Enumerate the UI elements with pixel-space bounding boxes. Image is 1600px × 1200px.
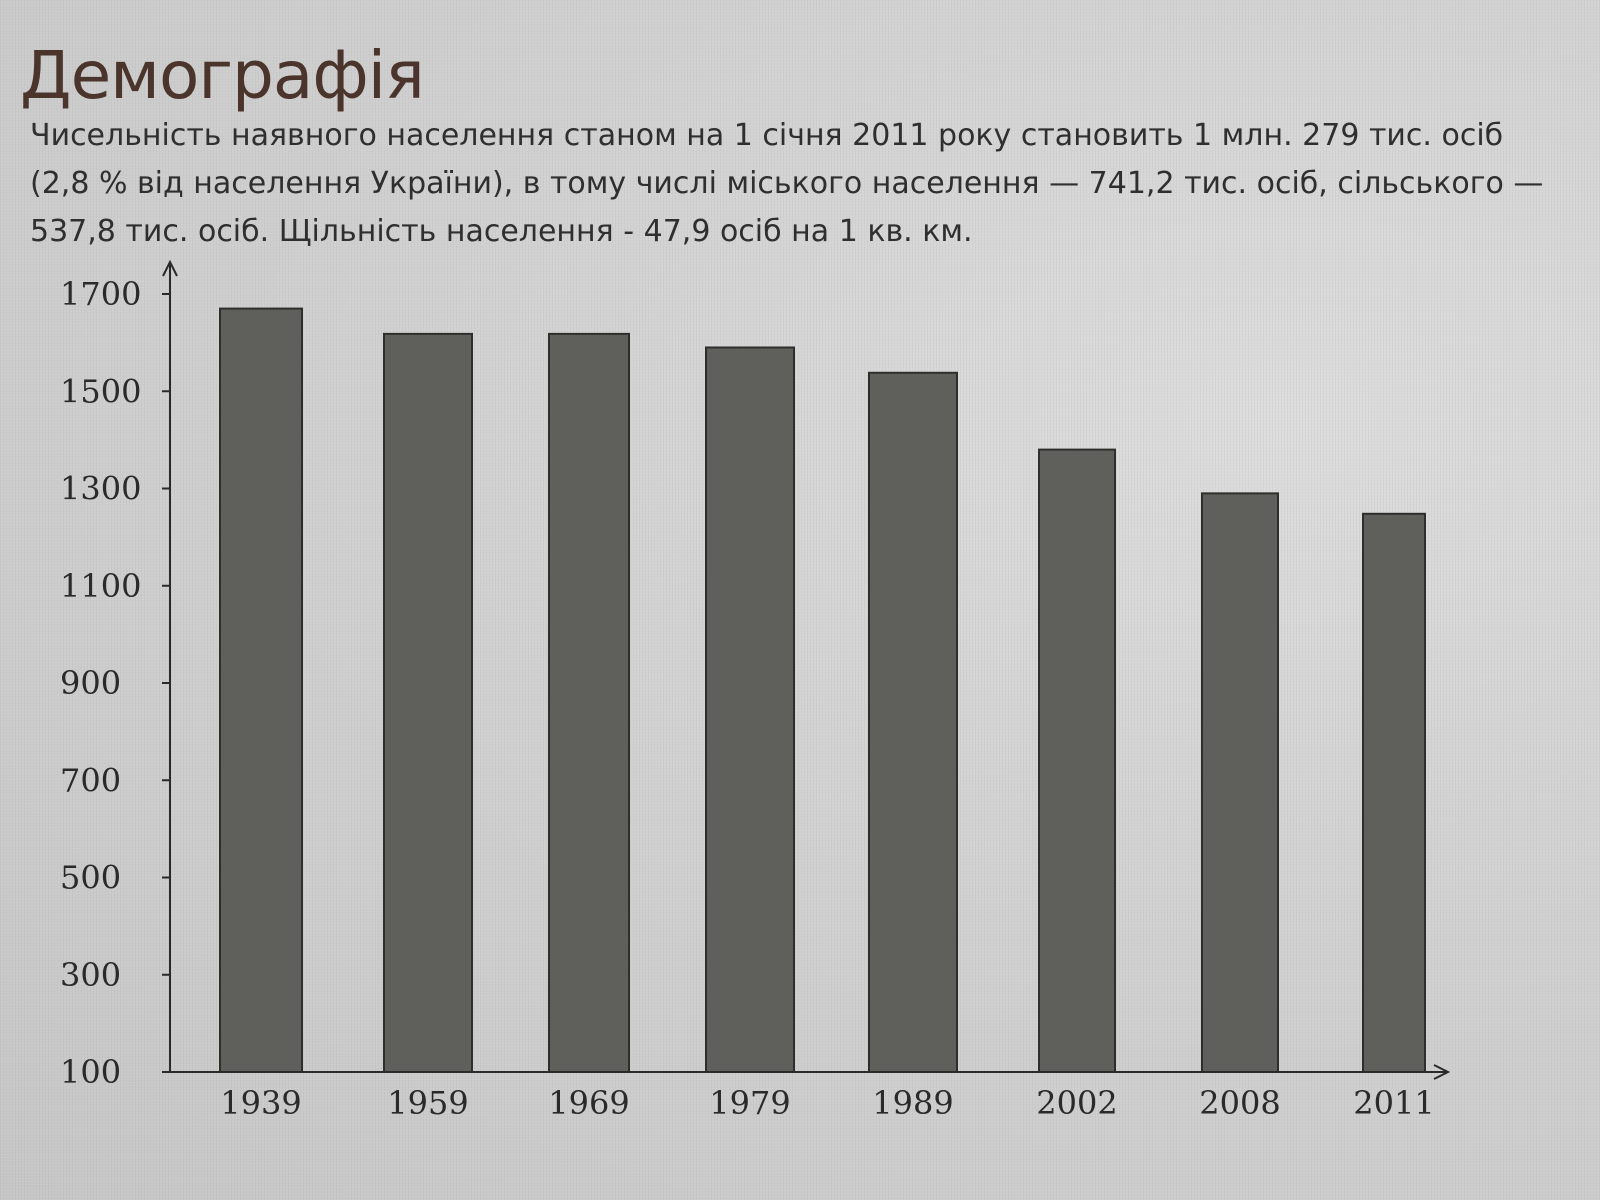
- x-tick-label-1939: 1939: [220, 1084, 301, 1122]
- y-tick-label-300: 300: [60, 956, 121, 994]
- x-tick-label-2002: 2002: [1036, 1084, 1117, 1122]
- bar-1989: [868, 371, 958, 1073]
- y-tick-label-1700: 1700: [60, 275, 141, 313]
- y-tick-label-900: 900: [60, 664, 121, 702]
- y-tick-label-1300: 1300: [60, 470, 141, 508]
- labels-layer: 100 300 500 700 900 1100 1300 1500 1700 1939 1959 1…: [60, 275, 1435, 1122]
- x-tick-label-1979: 1979: [709, 1084, 790, 1122]
- y-tick-label-100: 100: [60, 1053, 121, 1091]
- y-tick-label-500: 500: [60, 859, 121, 897]
- y-axis-arrow: [162, 259, 178, 277]
- bar-2011: [1362, 512, 1426, 1073]
- y-tick-label-700: 700: [60, 761, 121, 799]
- bar-1969: [548, 332, 630, 1073]
- y-tick-label-1100: 1100: [60, 567, 141, 605]
- x-tick-label-1959: 1959: [387, 1084, 468, 1122]
- x-tick-label-2008: 2008: [1199, 1084, 1280, 1122]
- x-tick-label-1969: 1969: [548, 1084, 629, 1122]
- x-axis-arrow: [1433, 1064, 1451, 1080]
- x-tick-label-1989: 1989: [872, 1084, 953, 1122]
- bar-1959: [383, 332, 473, 1073]
- bar-2002: [1038, 448, 1116, 1074]
- bars-layer: [219, 307, 1426, 1074]
- y-tick-label-1500: 1500: [60, 372, 141, 410]
- slide-title: Демографія: [20, 37, 425, 114]
- bar-1979: [705, 346, 795, 1073]
- x-tick-label-2011: 2011: [1353, 1084, 1434, 1122]
- bar-2008: [1201, 492, 1279, 1073]
- axes-layer: [162, 259, 1451, 1080]
- slide-description: Чисельність наявного населення станом на…: [30, 118, 1544, 249]
- bar-1939: [219, 307, 303, 1073]
